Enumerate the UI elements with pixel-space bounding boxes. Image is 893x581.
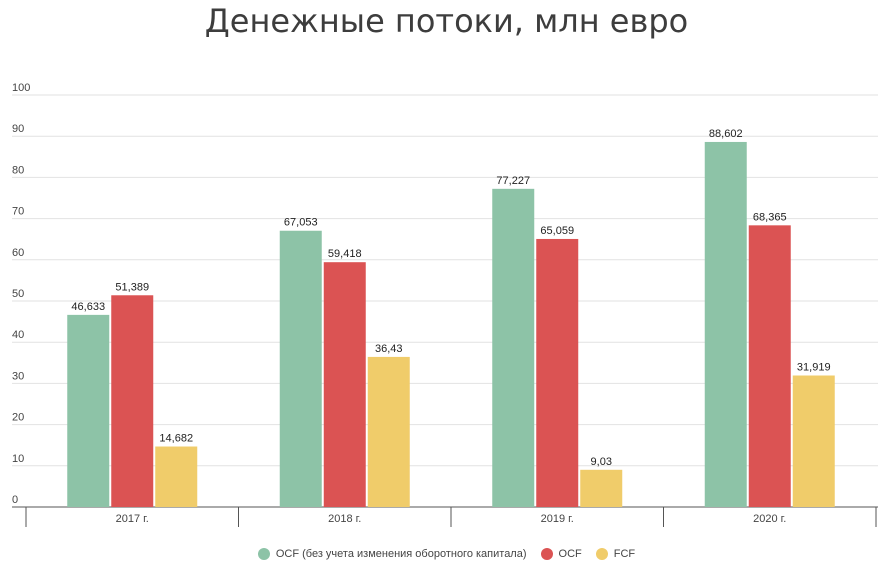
legend-swatch [595,548,608,560]
bar [155,446,198,507]
y-tick-label: 30 [12,370,24,382]
data-label: 46,633 [71,301,105,313]
bar [279,230,322,507]
bar [792,375,835,507]
y-tick-label: 80 [12,164,24,176]
x-tick-label: 2018 г. [328,513,361,525]
data-label: 31,919 [797,361,831,373]
bar [323,262,366,507]
data-label: 59,418 [328,248,362,260]
legend-item-fcf[interactable]: FCF [595,548,636,560]
legend-label: OCF (без учета изменения оборотного капи… [275,548,527,560]
y-tick-label: 20 [12,412,24,424]
bar [492,188,535,507]
bar [704,141,747,507]
y-tick-label: 0 [12,494,18,506]
legend-item-ocf[interactable]: OCF [540,548,582,560]
bar [67,314,110,507]
data-label: 65,059 [540,225,574,237]
data-label: 9,03 [591,456,612,468]
legend-label: OCF [558,548,582,560]
bar [111,295,154,507]
bar [580,469,623,507]
y-tick-label: 100 [12,82,30,94]
legend-swatch [257,548,270,560]
x-tick-label: 2019 г. [541,513,574,525]
y-tick-label: 60 [12,247,24,259]
data-label: 88,602 [709,128,743,140]
legend-label: FCF [613,548,636,560]
x-tick-label: 2017 г. [116,513,149,525]
bar [748,225,791,508]
bar [536,238,579,508]
y-tick-label: 40 [12,329,24,341]
data-label: 67,053 [284,217,318,229]
bar [367,356,410,507]
legend-swatch [540,548,553,560]
y-tick-label: 10 [12,453,24,465]
legend: OCF (без учета изменения оборотного капи… [0,548,893,560]
y-tick-label: 70 [12,206,24,218]
x-tick-label: 2020 г. [753,513,786,525]
data-label: 14,682 [159,433,193,445]
data-label: 68,365 [753,211,787,223]
data-label: 51,389 [115,281,149,293]
legend-item-ocf-excl-wc[interactable]: OCF (без учета изменения оборотного капи… [257,548,527,560]
y-tick-label: 50 [12,288,24,300]
data-label: 77,227 [496,175,530,187]
data-label: 36,43 [375,343,403,355]
y-tick-label: 90 [12,123,24,135]
chart-title: Денежные потоки, млн евро [204,2,689,40]
